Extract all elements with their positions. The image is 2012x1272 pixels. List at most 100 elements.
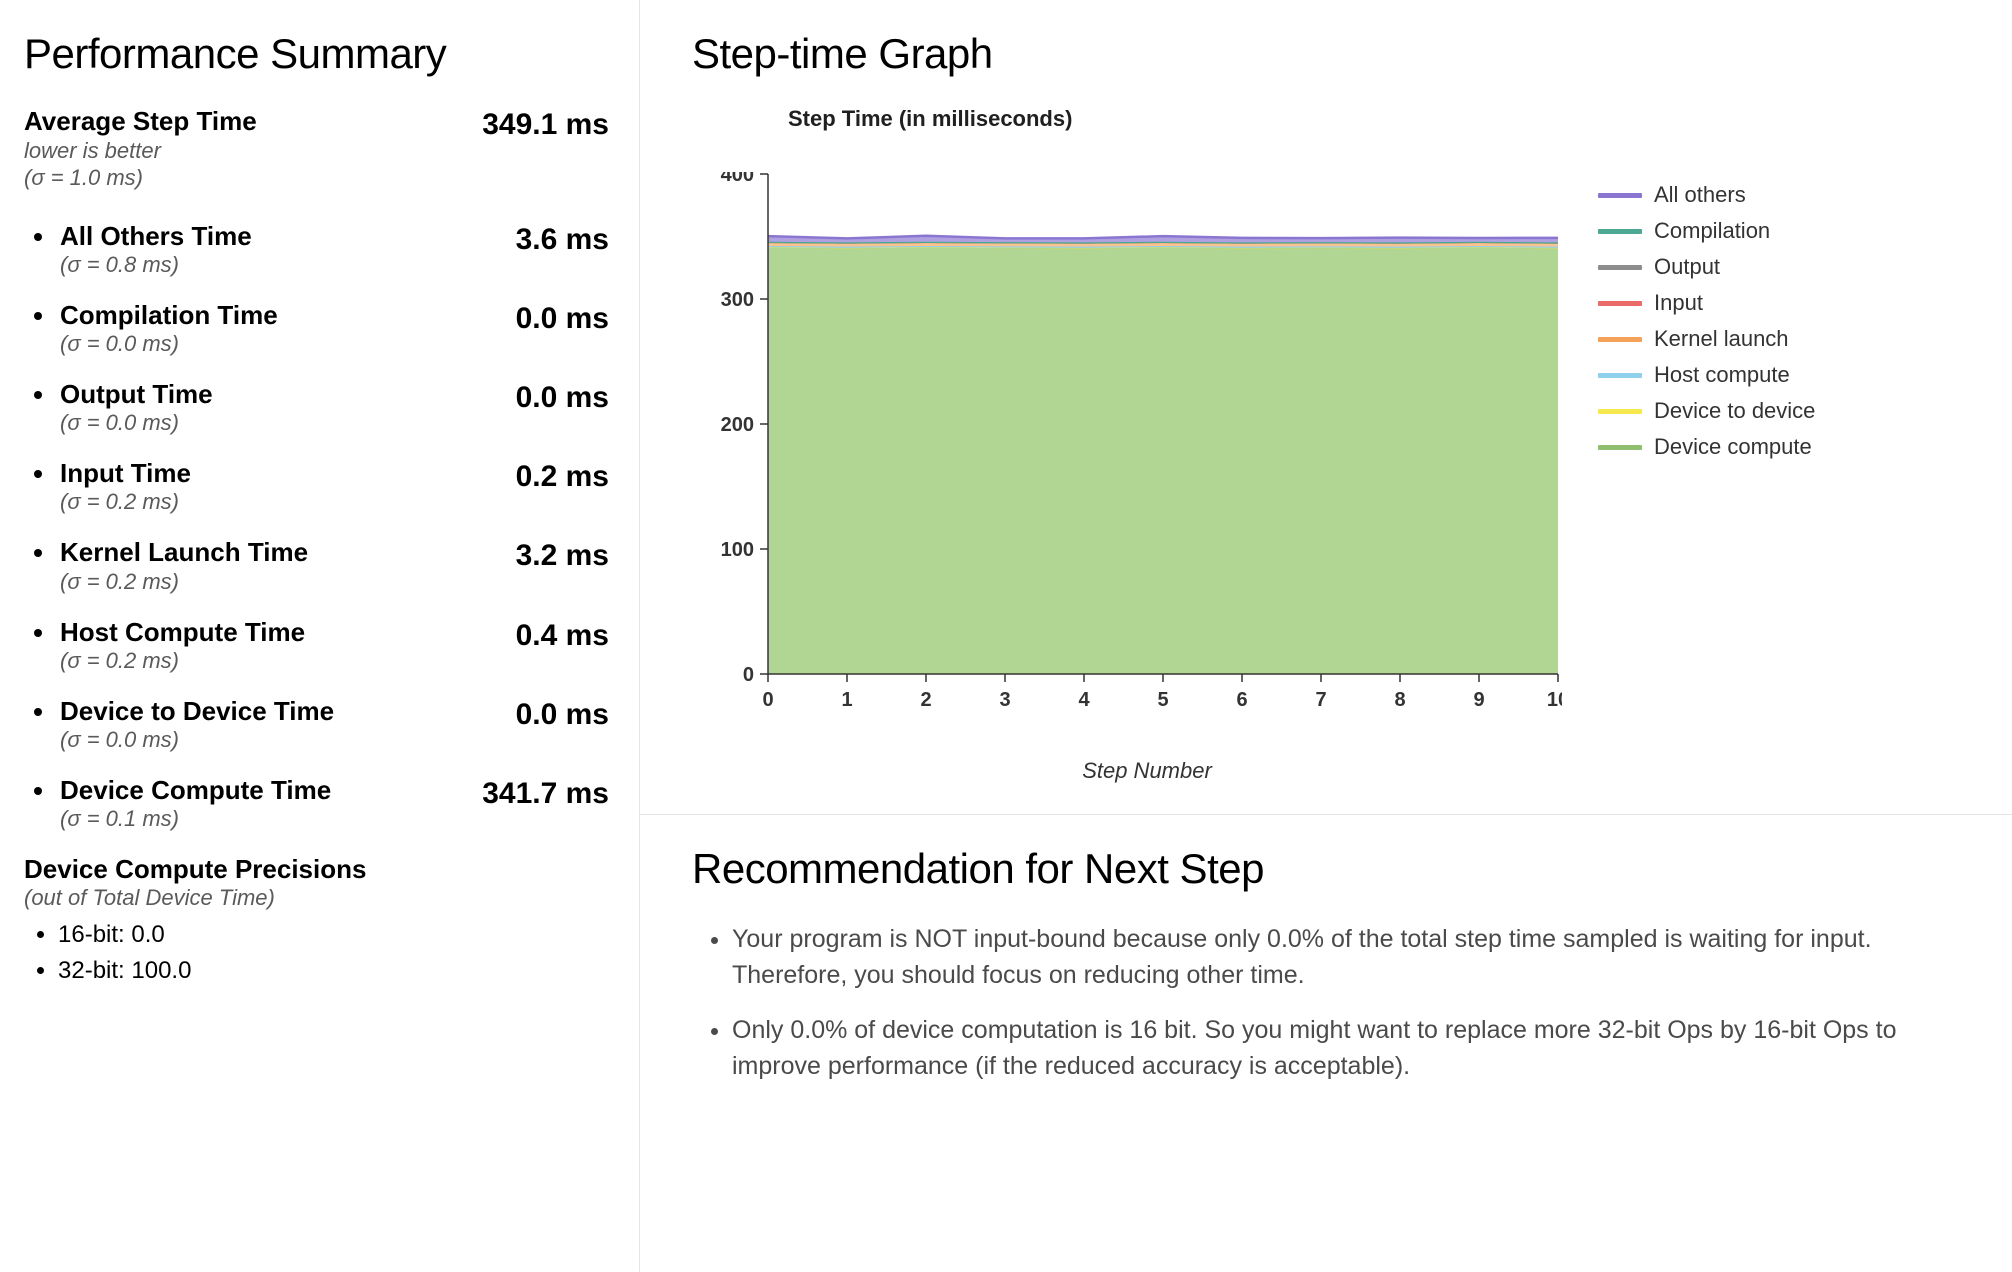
svg-text:10: 10 <box>1547 689 1562 711</box>
legend-item[interactable]: All others <box>1598 182 1815 208</box>
metric-name: All Others Time <box>60 221 252 252</box>
legend-label: Input <box>1654 290 1703 316</box>
legend-label: Kernel launch <box>1654 326 1789 352</box>
legend-item[interactable]: Output <box>1598 254 1815 280</box>
metric-name: Compilation Time <box>60 300 278 331</box>
precision-sub: (out of Total Device Time) <box>24 885 609 911</box>
svg-text:6: 6 <box>1236 689 1247 711</box>
metric-row: Input Time(σ = 0.2 ms) 0.2 ms <box>24 458 609 515</box>
svg-text:7: 7 <box>1315 689 1326 711</box>
legend-swatch <box>1598 193 1642 198</box>
metric-sigma: (σ = 0.0 ms) <box>60 331 278 357</box>
avg-step-time-row: Average Step Time lower is better (σ = 1… <box>24 106 609 191</box>
svg-text:200: 200 <box>721 414 754 436</box>
legend-label: Device compute <box>1654 434 1812 460</box>
precision-item: 16-bit: 0.0 <box>58 917 609 953</box>
svg-text:8: 8 <box>1394 689 1405 711</box>
metric-row: Device to Device Time(σ = 0.0 ms) 0.0 ms <box>24 696 609 753</box>
svg-text:4: 4 <box>1078 689 1090 711</box>
metric-name: Output Time <box>60 379 213 410</box>
legend-swatch <box>1598 229 1642 234</box>
bullet-icon <box>34 312 42 320</box>
metric-row: Kernel Launch Time(σ = 0.2 ms) 3.2 ms <box>24 537 609 594</box>
recommendation-panel: Recommendation for Next Step Your progra… <box>640 815 2012 1132</box>
metric-row: All Others Time(σ = 0.8 ms)3.6 ms <box>24 221 609 278</box>
avg-step-time-value: 349.1 ms <box>482 106 609 142</box>
metric-value: 0.0 ms <box>516 379 609 415</box>
legend-label: Host compute <box>1654 362 1790 388</box>
svg-text:9: 9 <box>1473 689 1484 711</box>
recommendation-list: Your program is NOT input-bound because … <box>692 921 1972 1084</box>
recommendation-title: Recommendation for Next Step <box>692 845 1972 893</box>
metrics-list: All Others Time(σ = 0.8 ms)3.6 ms Compila… <box>24 221 609 833</box>
svg-text:300: 300 <box>721 289 754 311</box>
bullet-icon <box>34 549 42 557</box>
legend-swatch <box>1598 337 1642 342</box>
metric-value: 3.2 ms <box>516 537 609 573</box>
chart-x-label: Step Number <box>752 758 1542 784</box>
legend-label: Device to device <box>1654 398 1815 424</box>
legend-item[interactable]: Kernel launch <box>1598 326 1815 352</box>
profiler-overview: Performance Summary Average Step Time lo… <box>0 0 2012 1272</box>
svg-text:5: 5 <box>1157 689 1168 711</box>
legend-swatch <box>1598 373 1642 378</box>
metric-name: Device to Device Time <box>60 696 334 727</box>
bullet-icon <box>34 787 42 795</box>
chart-y-title: Step Time (in milliseconds) <box>788 106 1972 132</box>
metric-sigma: (σ = 0.0 ms) <box>60 727 334 753</box>
bullet-icon <box>34 708 42 716</box>
step-time-chart[interactable]: 0100200300400012345678910 <box>692 172 1562 722</box>
avg-step-time-note: lower is better <box>24 137 257 165</box>
metric-name: Host Compute Time <box>60 617 305 648</box>
metric-row: Host Compute Time(σ = 0.2 ms) 0.4 ms <box>24 617 609 674</box>
avg-step-time-label: Average Step Time <box>24 106 257 137</box>
legend-label: Output <box>1654 254 1720 280</box>
svg-text:3: 3 <box>999 689 1010 711</box>
svg-text:0: 0 <box>762 689 773 711</box>
precision-list: 16-bit: 0.032-bit: 100.0 <box>24 917 609 989</box>
bullet-icon <box>34 470 42 478</box>
step-time-graph-panel: Step-time Graph Step Time (in millisecon… <box>640 0 2012 815</box>
metric-value: 0.4 ms <box>516 617 609 653</box>
recommendation-item: Only 0.0% of device computation is 16 bi… <box>732 1012 1972 1085</box>
bullet-icon <box>34 391 42 399</box>
svg-text:0: 0 <box>743 664 754 686</box>
metric-name: Input Time <box>60 458 191 489</box>
svg-text:400: 400 <box>721 172 754 186</box>
legend-item[interactable]: Compilation <box>1598 218 1815 244</box>
legend-label: All others <box>1654 182 1746 208</box>
bullet-icon <box>34 629 42 637</box>
legend-item[interactable]: Device compute <box>1598 434 1815 460</box>
performance-summary-title: Performance Summary <box>24 30 609 78</box>
legend-swatch <box>1598 301 1642 306</box>
step-time-graph-title: Step-time Graph <box>692 30 1972 78</box>
legend-item[interactable]: Device to device <box>1598 398 1815 424</box>
svg-text:1: 1 <box>841 689 852 711</box>
avg-step-time-sigma: (σ = 1.0 ms) <box>24 165 257 191</box>
metric-sigma: (σ = 0.2 ms) <box>60 648 305 674</box>
precision-item: 32-bit: 100.0 <box>58 953 609 989</box>
legend-item[interactable]: Input <box>1598 290 1815 316</box>
metric-value: 0.0 ms <box>516 696 609 732</box>
metric-value: 0.0 ms <box>516 300 609 336</box>
legend-label: Compilation <box>1654 218 1770 244</box>
recommendation-item: Your program is NOT input-bound because … <box>732 921 1972 994</box>
precision-section: Device Compute Precisions (out of Total … <box>24 854 609 989</box>
precision-title: Device Compute Precisions <box>24 854 609 885</box>
metric-name: Device Compute Time <box>60 775 331 806</box>
metric-row: Output Time(σ = 0.0 ms) 0.0 ms <box>24 379 609 436</box>
metric-name: Kernel Launch Time <box>60 537 308 568</box>
legend-item[interactable]: Host compute <box>1598 362 1815 388</box>
metric-sigma: (σ = 0.2 ms) <box>60 489 191 515</box>
metric-value: 0.2 ms <box>516 458 609 494</box>
metric-sigma: (σ = 0.2 ms) <box>60 569 308 595</box>
legend-swatch <box>1598 409 1642 414</box>
legend-swatch <box>1598 445 1642 450</box>
metric-value: 3.6 ms <box>516 221 609 257</box>
metric-row: Device Compute Time(σ = 0.1 ms)341.7 ms <box>24 775 609 832</box>
metric-sigma: (σ = 0.0 ms) <box>60 410 213 436</box>
svg-text:100: 100 <box>721 539 754 561</box>
right-panel: Step-time Graph Step Time (in millisecon… <box>640 0 2012 1272</box>
metric-value: 341.7 ms <box>482 775 609 811</box>
chart-legend: All others Compilation Output Input Kernel l… <box>1598 182 1815 470</box>
